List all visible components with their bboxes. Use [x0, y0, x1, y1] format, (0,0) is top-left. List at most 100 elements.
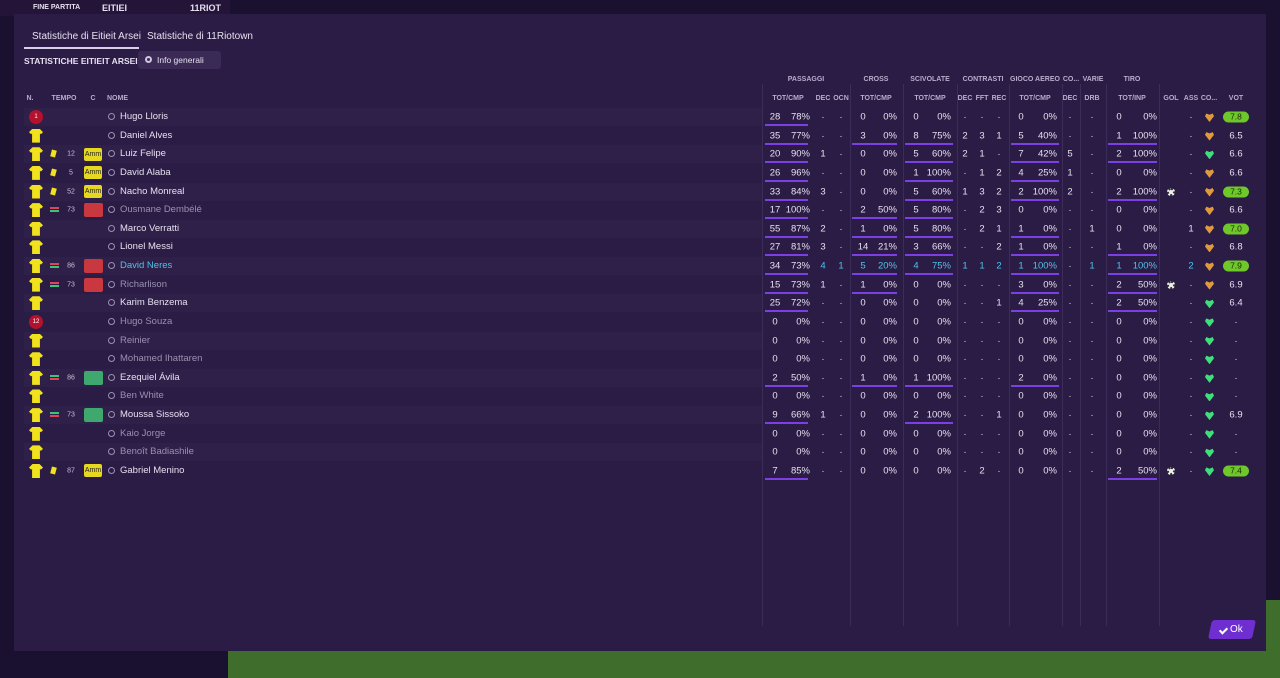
stat-cell: 0%: [937, 279, 951, 291]
stat-cell: 85%: [790, 465, 810, 477]
player-name[interactable]: Benoît Badiashile: [120, 446, 194, 458]
player-icon: [108, 392, 115, 400]
progress-bar: [1108, 254, 1157, 257]
player-name[interactable]: Lionel Messi: [120, 241, 173, 253]
stat-cell: 2: [996, 167, 1002, 179]
player-name[interactable]: Gabriel Menino: [120, 464, 185, 476]
progress-bar: [765, 235, 808, 238]
stat-cell: -: [963, 447, 967, 457]
stat-cell: 0: [860, 465, 866, 477]
stat-cell: 100%: [926, 372, 951, 384]
progress-bar: [852, 384, 897, 387]
stat-cell: 0%: [883, 223, 897, 235]
stat-cell: -: [821, 336, 825, 346]
stat-cell: 0%: [883, 409, 897, 421]
stat-cell: -: [1189, 410, 1193, 420]
stat-cell: 0%: [796, 446, 810, 458]
stat-cell: 0%: [883, 167, 897, 179]
stat-cell: 0%: [1043, 465, 1057, 477]
row-background: [24, 294, 762, 313]
rating: 6.9: [1229, 409, 1243, 421]
stat-cell: 0%: [883, 353, 897, 365]
stat-cell: -: [1090, 410, 1094, 420]
stat-cell: 0: [913, 316, 919, 328]
stat-cell: -: [1068, 373, 1072, 383]
player-name[interactable]: Daniel Alves: [120, 129, 173, 141]
player-name[interactable]: Ousmane Dembélé: [120, 204, 202, 216]
progress-bar: [905, 254, 953, 257]
player-name[interactable]: Moussa Sissoko: [120, 409, 190, 421]
stat-cell: 0%: [1143, 316, 1157, 328]
progress-bar: [765, 198, 808, 201]
tab[interactable]: Statistiche di 11Riotown: [147, 31, 253, 42]
stat-cell: -: [1068, 336, 1072, 346]
player-name[interactable]: David Neres: [120, 260, 173, 272]
stat-cell: -: [963, 410, 967, 420]
stat-cell: -: [1068, 280, 1072, 290]
rating: -: [1234, 429, 1238, 439]
player-name[interactable]: Nacho Monreal: [120, 185, 185, 197]
stat-cell: 0%: [1143, 241, 1157, 253]
stat-cell: 78%: [790, 111, 810, 123]
stat-cell: 0: [1116, 390, 1122, 402]
stat-cell: -: [1189, 280, 1193, 290]
player-name[interactable]: Kaio Jorge: [120, 427, 166, 439]
player-name[interactable]: Marco Verratti: [120, 222, 180, 234]
player-icon: [108, 299, 115, 307]
column-header: TOT/CMP: [772, 95, 804, 102]
progress-bar: [765, 291, 808, 294]
stat-cell: 60%: [931, 186, 951, 198]
stat-cell: -: [980, 373, 984, 383]
stat-cell: 0%: [1143, 372, 1157, 384]
rating-badge: 7.3: [1223, 186, 1249, 198]
stat-cell: 0%: [1043, 316, 1057, 328]
stat-cell: -: [980, 410, 984, 420]
stat-cell: 1: [1018, 241, 1024, 253]
stat-cell: 2: [1116, 186, 1122, 198]
tab[interactable]: Statistiche di Eitieit Arsei: [32, 31, 141, 42]
stat-cell: 0: [1116, 446, 1122, 458]
stat-cell: -: [1189, 447, 1193, 457]
stat-cell: -: [839, 205, 843, 215]
stat-cell: -: [821, 447, 825, 457]
stat-cell: -: [839, 429, 843, 439]
stat-cell: 25%: [1037, 297, 1057, 309]
shirt-icon: [29, 370, 43, 385]
stat-cell: -: [963, 466, 967, 476]
player-icon: [108, 448, 115, 456]
player-name[interactable]: Ben White: [120, 390, 164, 402]
condition-icon: [1205, 318, 1214, 327]
sub-badge: [84, 370, 103, 385]
sub-badge: [84, 259, 103, 274]
stat-cell: -: [1068, 224, 1072, 234]
dropdown[interactable]: [138, 51, 221, 69]
stat-cell: -: [980, 336, 984, 346]
stat-cell: 0: [913, 279, 919, 291]
row-background: [24, 406, 762, 425]
group-header: CROSS: [863, 76, 889, 83]
stat-cell: 0: [860, 446, 866, 458]
ok-label[interactable]: Ok: [1230, 624, 1243, 635]
player-name[interactable]: Hugo Lloris: [120, 111, 169, 122]
shirt-icon: [29, 314, 43, 329]
stat-cell: 0: [913, 465, 919, 477]
stat-cell: -: [1090, 280, 1094, 290]
stat-cell: 5: [913, 186, 919, 198]
player-name[interactable]: David Alaba: [120, 166, 171, 178]
stat-cell: 100%: [1132, 186, 1157, 198]
progress-bar: [765, 273, 808, 276]
stat-cell: -: [1090, 466, 1094, 476]
player-name[interactable]: Karim Benzema: [120, 297, 188, 309]
player-name[interactable]: Richarlison: [120, 278, 167, 290]
group-header: TIRO: [1123, 76, 1141, 83]
condition-icon: [1205, 411, 1214, 421]
player-icon: [108, 317, 115, 325]
stat-cell: -: [980, 242, 984, 252]
player-name[interactable]: Mohamed Ihattaren: [120, 353, 203, 365]
progress-bar: [852, 142, 897, 145]
stat-cell: 0%: [1043, 428, 1057, 440]
player-name[interactable]: Luiz Felipe: [120, 148, 166, 160]
player-name[interactable]: Reinier: [120, 334, 151, 346]
player-name[interactable]: Hugo Souza: [120, 315, 173, 327]
player-name[interactable]: Ezequiel Ávila: [120, 371, 180, 383]
